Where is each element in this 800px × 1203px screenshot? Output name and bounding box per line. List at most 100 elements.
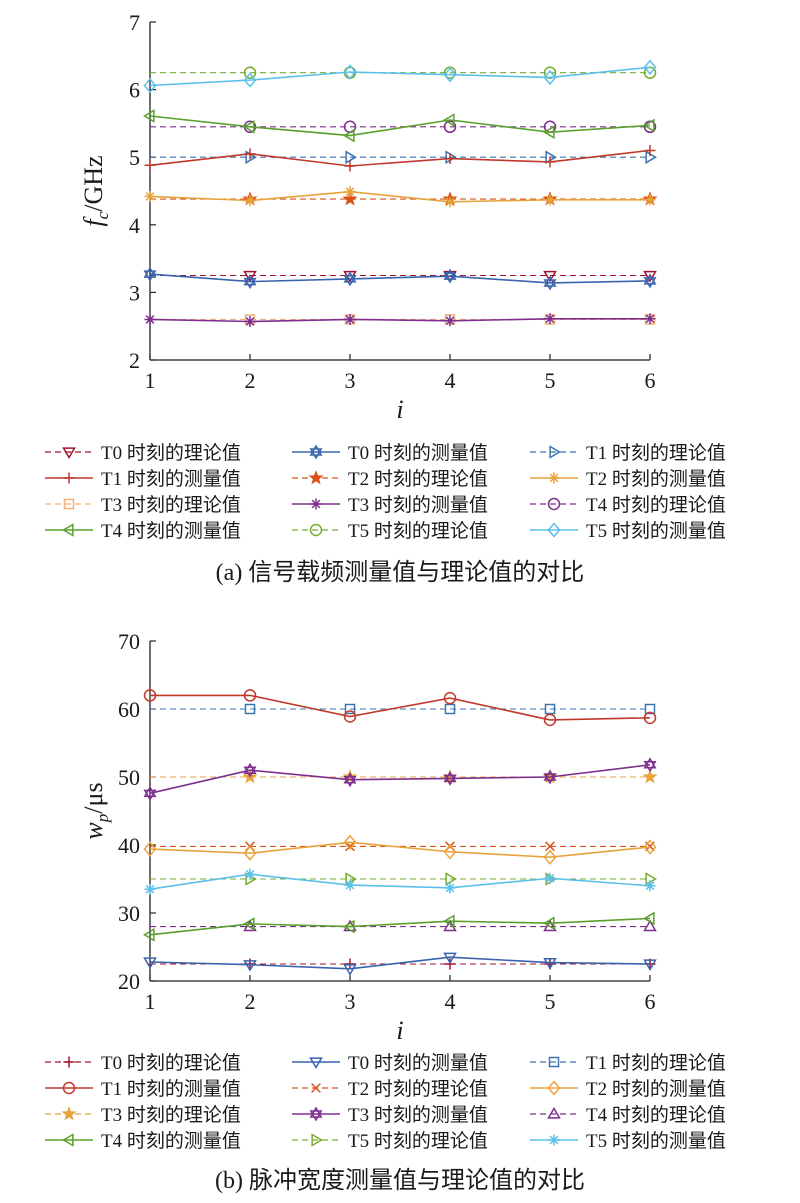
data-point (144, 190, 156, 202)
data-point (343, 710, 357, 723)
y-tick-label: 7 (129, 10, 140, 35)
legend-label: T4 时刻的理论值 (586, 1104, 726, 1126)
data-point (443, 268, 457, 284)
legend-item: T4 时刻的理论值 (530, 1104, 726, 1126)
x-tick-label: 5 (545, 368, 556, 393)
data-point (344, 703, 356, 715)
legend-item: T3 时刻的测量值 (292, 494, 488, 516)
x-tick-label: 4 (445, 989, 456, 1014)
legend-swatch-marker (310, 498, 322, 510)
data-point (543, 275, 557, 291)
legend-swatch-marker (311, 1083, 321, 1093)
data-point (243, 689, 257, 702)
data-point (344, 313, 356, 325)
chart-panel-b: 20 30 40 50 60 70 1 2 3 4 5 6 i wp/μs T0 时刻的理论值 T0 时刻的测… (45, 629, 726, 1194)
data-point (543, 769, 557, 785)
legend-label: T2 时刻的理论值 (348, 1078, 488, 1100)
legend-label: T0 时刻的测量值 (348, 1052, 488, 1074)
data-point (143, 689, 157, 702)
x-tick-label: 3 (345, 989, 356, 1014)
legend-item: T0 时刻的测量值 (292, 442, 488, 464)
legend-item: T2 时刻的理论值 (292, 1078, 488, 1100)
series-line (149, 318, 650, 323)
data-point (645, 872, 657, 886)
series-line (149, 115, 651, 137)
data-point (143, 266, 157, 282)
data-point (244, 868, 256, 880)
y-tick-label: 2 (129, 348, 140, 373)
data-point (543, 919, 557, 932)
legend-swatch-marker (547, 522, 561, 538)
legend-swatch-marker (549, 445, 561, 459)
data-point (644, 144, 656, 156)
legend-label: T4 时刻的测量值 (101, 520, 241, 542)
series-2 (150, 150, 657, 165)
series-1 (143, 266, 657, 291)
series-9 (143, 911, 655, 942)
legend-swatch-marker (61, 1106, 77, 1121)
legend-swatch-marker (547, 1080, 561, 1096)
data-point (243, 72, 257, 88)
series-7 (144, 313, 656, 327)
legend-swatch-marker (63, 1056, 75, 1068)
data-point (444, 703, 456, 715)
legend-swatch-marker (309, 444, 323, 460)
data-point (543, 270, 557, 283)
legend-label: T3 时刻的理论值 (101, 1104, 241, 1126)
legend-item: T0 时刻的理论值 (45, 442, 241, 464)
data-point (343, 964, 357, 976)
legend-swatch-marker (62, 447, 76, 459)
series-2 (150, 703, 656, 715)
legend-label: T5 时刻的测量值 (586, 1130, 726, 1152)
data-point (444, 196, 456, 208)
data-point (443, 914, 455, 928)
legend-label: T2 时刻的理论值 (348, 468, 488, 490)
legend-label: T4 时刻的测量值 (101, 1130, 241, 1152)
y-tick-label: 20 (118, 969, 140, 994)
series-5 (143, 834, 657, 865)
legend-swatch-marker (62, 523, 74, 537)
legend-swatch-marker (63, 498, 75, 510)
legend-item: T5 时刻的测量值 (530, 1130, 726, 1152)
data-point (243, 274, 257, 290)
series-5 (144, 186, 656, 208)
legend-label: T0 时刻的测量值 (348, 442, 488, 464)
data-point (643, 959, 657, 971)
y-tick-label: 30 (118, 901, 140, 926)
legend-label: T5 时刻的理论值 (348, 520, 488, 542)
legend-item: T1 时刻的理论值 (530, 1052, 726, 1074)
legend-label: T2 时刻的测量值 (586, 1078, 726, 1100)
series-10 (150, 872, 657, 886)
data-point (544, 313, 556, 325)
data-point (544, 872, 556, 884)
data-point (344, 160, 356, 172)
legend-item: T0 时刻的测量值 (292, 1052, 488, 1074)
legend-swatch-marker (309, 523, 323, 537)
series-line (149, 841, 651, 859)
data-point (644, 880, 656, 892)
data-point (144, 883, 156, 895)
legend-item: T5 时刻的理论值 (292, 1130, 488, 1152)
data-point (444, 315, 456, 327)
data-point (643, 120, 657, 134)
data-point (443, 770, 457, 786)
legend-label: T3 时刻的理论值 (101, 494, 241, 516)
series-4 (150, 191, 658, 206)
legend-label: T0 时刻的理论值 (101, 1052, 241, 1074)
legend-label: T3 时刻的测量值 (348, 1104, 488, 1126)
data-point (643, 270, 657, 283)
y-tick-label: 6 (129, 78, 140, 103)
data-point (245, 872, 257, 886)
data-point (643, 919, 657, 932)
data-point (343, 64, 357, 80)
legend-swatch-marker (548, 1056, 560, 1068)
x-tick-label: 6 (645, 368, 656, 393)
legend-item: T5 时刻的理论值 (292, 520, 488, 542)
data-point (643, 911, 655, 926)
data-point (443, 844, 457, 860)
data-point (545, 150, 557, 165)
series-line (149, 190, 650, 203)
data-point (244, 315, 256, 327)
data-point (544, 194, 556, 206)
data-point (143, 957, 157, 969)
